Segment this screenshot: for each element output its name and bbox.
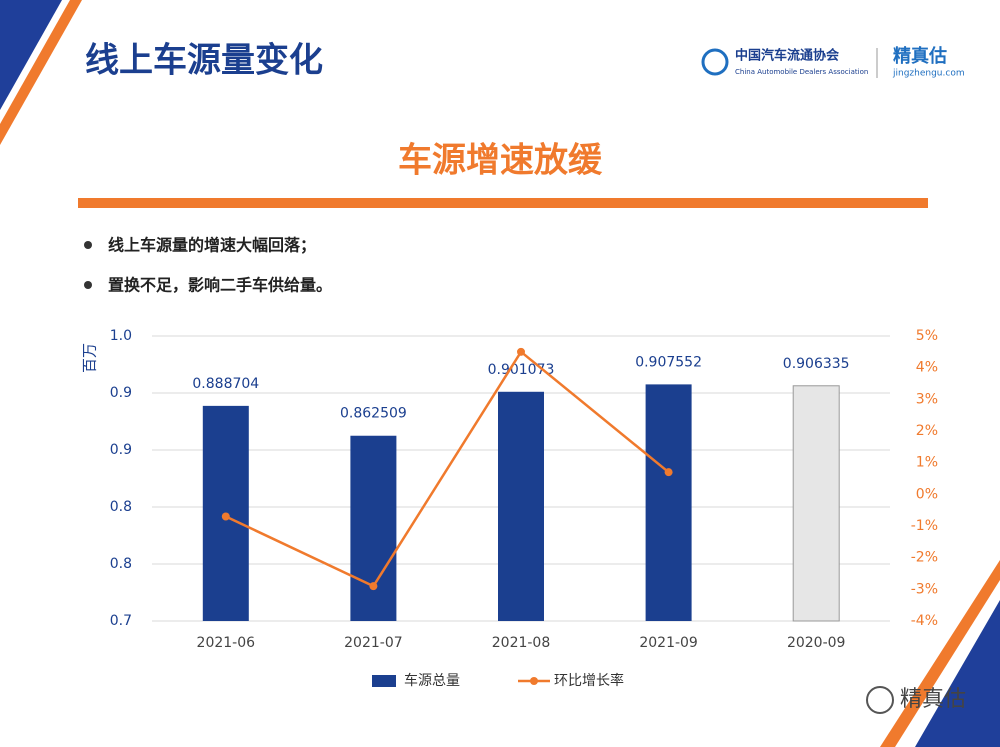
subtitle: 车源增速放缓	[398, 141, 603, 181]
corner-stripe	[0, 0, 82, 145]
bar	[498, 391, 544, 621]
y2-tick-label: 2%	[916, 423, 938, 439]
x-tick-label: 2021-09	[639, 635, 698, 651]
line-point	[517, 347, 525, 356]
y-tick-label: 1.0	[110, 328, 132, 344]
legend-swatch	[372, 675, 396, 687]
x-tick-label: 2020-09	[787, 635, 846, 651]
data-label: 0.907552	[635, 354, 702, 370]
legend-swatch	[530, 677, 538, 685]
corner-stripe	[915, 600, 1000, 747]
data-label: 0.906335	[783, 356, 850, 372]
x-tick-label: 2021-07	[344, 635, 403, 651]
corner-stripe	[880, 560, 1000, 747]
y2-tick-label: -4%	[911, 613, 938, 629]
line	[225, 349, 670, 588]
org-name: 中国汽车流通协会	[735, 48, 840, 64]
org-name-en: China Automobile Dealers Association	[735, 68, 868, 76]
data-label: 0.862509	[340, 406, 407, 422]
y-tick-label: 0.8	[110, 499, 132, 515]
y2-tick-label: 5%	[916, 328, 938, 344]
bullet: 线上车源量的增速大幅回落；	[108, 236, 316, 255]
bar	[350, 435, 397, 621]
bullet-dot	[84, 241, 92, 249]
line-point	[369, 582, 378, 591]
y-axis-label: 百万	[81, 343, 99, 373]
y2-tick-label: 1%	[916, 455, 938, 471]
y-tick-label: 0.9	[110, 442, 132, 458]
brand: 精真估	[893, 45, 947, 67]
bullet: 置换不足，影响二手车供给量。	[108, 276, 332, 295]
corner-stripe	[0, 0, 62, 110]
subtitle-rule	[78, 198, 928, 208]
legend-label: 车源总量	[404, 672, 460, 689]
line-point	[664, 468, 673, 477]
y-tick-label: 0.8	[110, 556, 132, 572]
y2-tick-label: 0%	[916, 486, 938, 502]
line-point	[221, 512, 230, 521]
y2-tick-label: 3%	[916, 391, 938, 407]
x-tick-label: 2021-06	[197, 635, 256, 651]
y-tick-label: 0.7	[110, 613, 132, 629]
y2-tick-label: 4%	[916, 360, 938, 376]
watermark: 精真估	[900, 687, 966, 712]
legend-label: 环比增长率	[554, 672, 624, 689]
slide-title: 线上车源量变化	[85, 41, 323, 81]
y2-tick-label: -3%	[911, 581, 938, 597]
bullet-dot	[84, 281, 92, 289]
y2-tick-label: -1%	[911, 518, 938, 534]
logo-icon	[701, 48, 729, 76]
bar	[792, 385, 840, 622]
brand-url: jingzhengu.com	[892, 69, 965, 79]
x-tick-label: 2021-08	[492, 635, 551, 651]
wechat-icon	[866, 686, 894, 714]
y-tick-label: 0.9	[110, 385, 132, 401]
bar	[645, 384, 692, 621]
data-label: 0.888704	[192, 376, 259, 392]
y2-tick-label: -2%	[911, 550, 938, 566]
